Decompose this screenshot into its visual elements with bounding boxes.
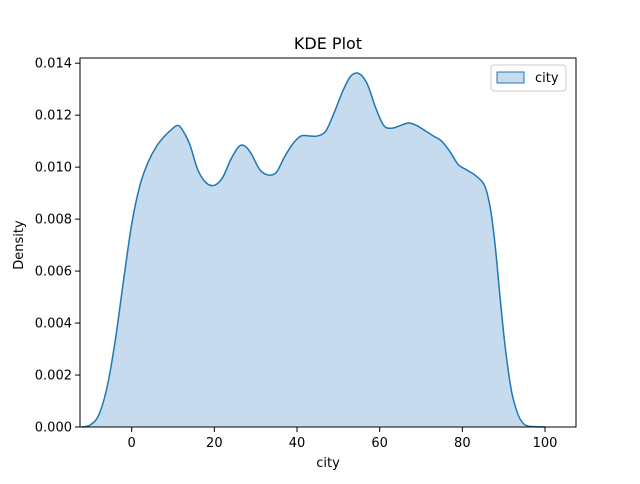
- legend-swatch-city: [496, 71, 525, 84]
- legend: city: [490, 64, 567, 92]
- y-axis-label: Density: [12, 220, 27, 270]
- plot-area: [81, 72, 546, 428]
- y-tick-label: 0.010: [35, 161, 72, 176]
- axes: 0 20 40 60 80 100 0.000 0.002 0.004 0.006 0.008 0.0…: [35, 57, 577, 451]
- axes-frame: [79, 57, 577, 428]
- legend-label-city: city: [535, 71, 559, 86]
- y-tick-label: 0.012: [35, 109, 72, 124]
- y-tick-label: 0.006: [35, 265, 72, 280]
- y-tick-label: 0.004: [35, 317, 72, 332]
- chart-title: KDE Plot: [294, 34, 362, 53]
- y-tick-label: 0.000: [35, 421, 72, 436]
- x-axis-label: city: [316, 456, 340, 471]
- density-area-city: [82, 73, 545, 428]
- density-line-city: [81, 72, 546, 428]
- x-tick-label: 100: [533, 436, 558, 451]
- x-tick-label: 80: [454, 436, 471, 451]
- y-tick-label: 0.002: [35, 369, 72, 384]
- y-tick-label: 0.014: [35, 57, 72, 72]
- x-tick-label: 0: [128, 436, 136, 451]
- x-tick-label: 60: [371, 436, 388, 451]
- x-tick-label: 40: [289, 436, 306, 451]
- y-tick-label: 0.008: [35, 213, 72, 228]
- x-tick-label: 20: [206, 436, 223, 451]
